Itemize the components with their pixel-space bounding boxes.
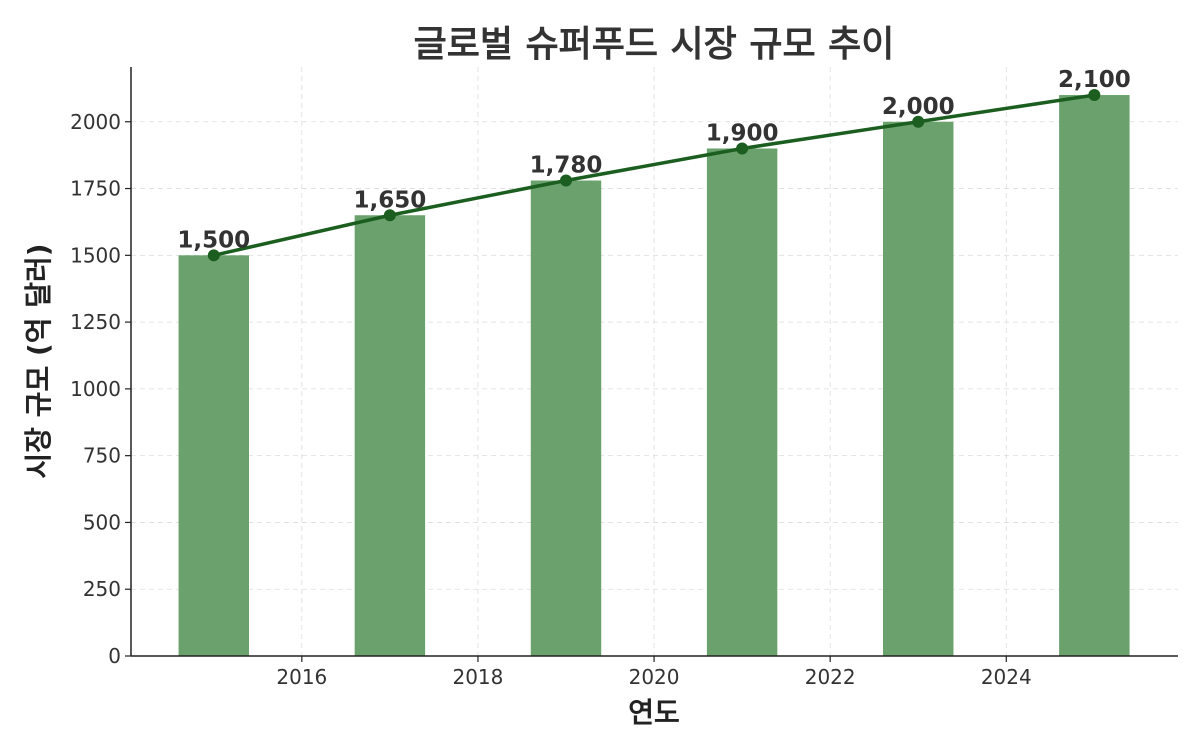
y-tick-label: 500: [83, 510, 121, 534]
bar: [706, 148, 778, 656]
grid: [131, 67, 1178, 657]
data-label: 2,000: [882, 94, 955, 120]
y-tick-label: 250: [83, 577, 121, 601]
x-tick-label: 2016: [276, 665, 327, 689]
data-label: 1,900: [706, 120, 779, 146]
data-labels: 1,500 1,650 1,780 1,900 2,000 2,100: [177, 67, 1130, 253]
y-axis-label: 시장 규모 (억 달러): [22, 243, 55, 478]
y-tick-label: 1000: [70, 377, 121, 401]
data-label: 1,780: [530, 153, 603, 179]
bar: [178, 255, 249, 656]
y-tick-label: 1500: [70, 243, 121, 267]
line-point: [207, 249, 220, 262]
line-point: [383, 209, 396, 222]
x-tick-label: 2018: [452, 665, 503, 689]
data-label: 2,100: [1058, 67, 1131, 93]
line-point: [736, 142, 749, 155]
x-axis-label: 연도: [628, 696, 680, 729]
y-tick-label: 2000: [70, 110, 121, 134]
y-tick-label: 0: [108, 644, 121, 668]
y-tick-label: 1250: [70, 310, 121, 334]
line-point: [912, 115, 925, 128]
bar: [354, 215, 426, 656]
chart-title: 글로벌 슈퍼푸드 시장 규모 추이: [414, 24, 895, 65]
x-tick-label: 2022: [805, 665, 856, 689]
axes: 0 250 500 750 1000 1250 1500 1750 2000 2016 2018 20…: [70, 67, 1178, 689]
y-tick-label: 1750: [70, 177, 121, 201]
line-series: [207, 89, 1101, 262]
trend-line: [213, 93, 1095, 258]
bars: [178, 95, 1130, 657]
line-point: [560, 174, 573, 187]
x-tick-label: 2020: [629, 665, 680, 689]
data-label: 1,500: [177, 227, 250, 253]
y-tick-label: 750: [83, 444, 121, 468]
x-tick-label: 2024: [981, 665, 1032, 689]
data-label: 1,650: [354, 187, 427, 213]
bar: [530, 180, 602, 657]
bar: [883, 121, 954, 656]
line-point: [1088, 89, 1101, 102]
bar: [1059, 95, 1130, 657]
